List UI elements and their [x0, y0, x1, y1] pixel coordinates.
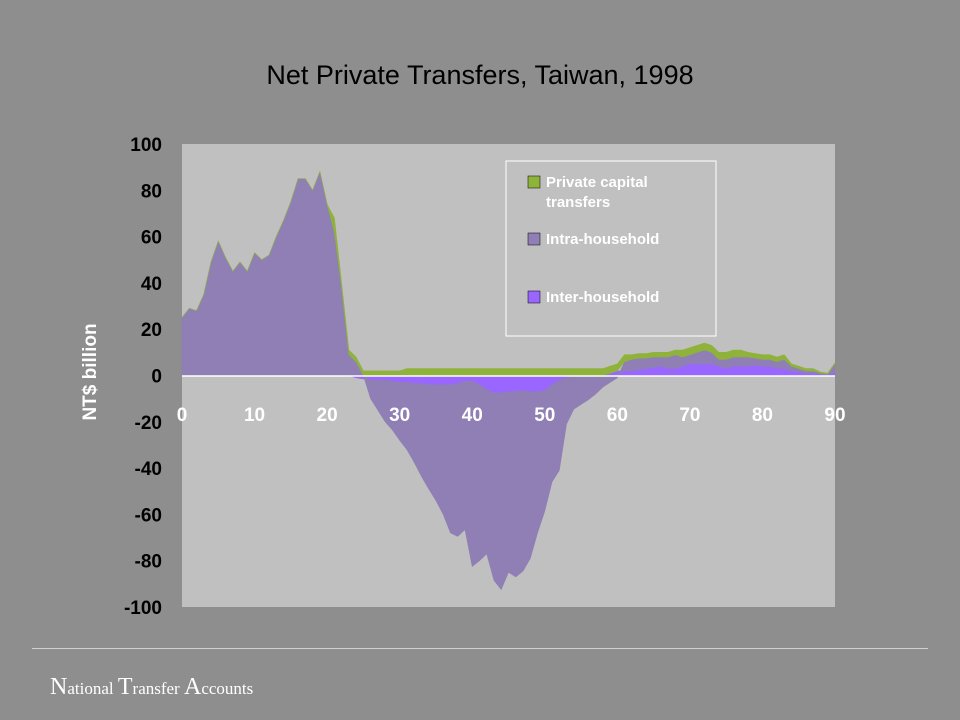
chart-title: Net Private Transfers, Taiwan, 1998 — [266, 60, 693, 90]
x-tick-label: 70 — [679, 405, 700, 426]
legend-swatch-intra-household — [527, 232, 541, 246]
y-tick-label: 80 — [141, 181, 162, 202]
x-tick-label: 10 — [244, 405, 265, 426]
legend-swatch-inter-household — [527, 290, 541, 304]
x-tick-label: 30 — [389, 405, 410, 426]
x-tick-label: 40 — [462, 405, 483, 426]
footer-brand: National Transfer Accounts — [50, 674, 253, 701]
y-tick-label: -40 — [135, 459, 162, 480]
footer-t-cap: T — [117, 674, 133, 700]
y-tick-label: -20 — [135, 413, 162, 434]
y-tick-label: -60 — [135, 505, 162, 526]
area-intra-household — [181, 170, 836, 591]
y-axis-label: NT$ billion — [80, 323, 101, 420]
x-tick-label: 60 — [607, 405, 628, 426]
y-tick-label: 20 — [141, 320, 162, 341]
footer-a-rest: ccounts — [201, 679, 254, 698]
footer-divider — [32, 648, 928, 649]
x-tick-label: 20 — [317, 405, 338, 426]
x-tick-label: 0 — [177, 405, 188, 426]
legend-label-private-capital: Private capital transfers — [546, 174, 648, 211]
y-tick-label: 100 — [130, 135, 162, 156]
x-tick-label: 50 — [534, 405, 555, 426]
footer-a-cap: A — [183, 674, 202, 700]
y-axis: 100 80 60 40 20 0 -20 -40 -60 -80 -100 — [124, 135, 162, 619]
x-tick-label: 90 — [824, 405, 845, 426]
x-tick-label: 80 — [752, 405, 773, 426]
y-tick-label: 0 — [151, 367, 162, 388]
y-tick-label: -80 — [135, 552, 162, 573]
y-tick-label: 60 — [141, 228, 162, 249]
footer-n-rest: ational — [67, 679, 118, 698]
x-axis: 0 10 20 30 40 50 60 70 80 90 — [177, 405, 846, 426]
legend-label-inter-household: Inter-household — [546, 289, 659, 306]
legend-box — [505, 160, 717, 337]
y-tick-label: -100 — [124, 598, 162, 619]
legend: Private capital transfers Intra-household… — [505, 160, 717, 337]
legend-label-intra-household: Intra-household — [546, 231, 659, 248]
footer-n-cap: N — [50, 674, 68, 700]
footer-t-rest: ransfer — [132, 679, 184, 698]
legend-swatch-private-capital — [527, 175, 541, 189]
y-tick-label: 40 — [141, 274, 162, 295]
